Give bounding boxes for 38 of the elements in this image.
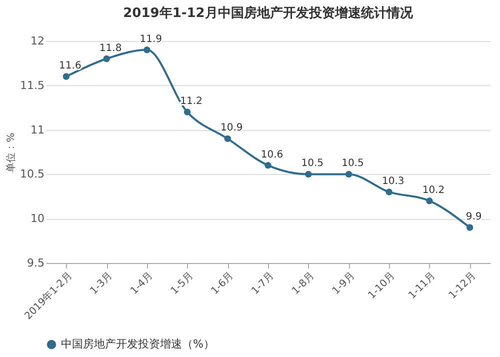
x-tick-label: 1-4月 [128,270,156,297]
point [184,108,191,116]
data-label: 11.8 [99,42,122,54]
point [386,188,392,196]
data-label: 10.5 [301,158,324,170]
x-tick-label: 1-3月 [88,270,115,297]
point [305,170,312,178]
data-label: 9.9 [466,211,482,222]
y-tick-label: 9.5 [27,256,44,270]
x-tick-label: 1-8月 [290,270,317,297]
point [264,162,272,169]
y-tick-label: 10 [30,212,44,226]
point [103,55,110,62]
chart-title: 2019年1-12月中国房地产开发投资增速统计情况 [123,4,414,21]
point [345,170,352,178]
data-label: 11.9 [140,34,162,45]
x-tick-label: 1-9月 [330,270,358,297]
point [144,46,150,54]
data-label: 11.6 [59,60,82,72]
data-label: 10.6 [260,149,284,160]
y-tick-label: 12 [30,34,44,48]
point [426,197,433,204]
data-label: 10.2 [422,184,445,196]
data-label: 11.2 [180,96,202,108]
data-label: 10.3 [382,176,404,187]
y-tick-label: 11.5 [20,78,44,92]
point [466,224,474,231]
x-tick-label: 1-7月 [250,270,276,297]
data-label: 10.9 [220,122,243,134]
y-tick-label: 11 [30,123,44,136]
point [62,73,70,80]
point [224,135,231,142]
x-tick-label: 1-5月 [169,270,196,297]
data-label: 10.5 [342,158,364,170]
y-tick-label: 10.5 [20,168,44,181]
y-axis-title: 单位：% [5,132,18,172]
x-tick-label: 1-6月 [210,270,236,297]
legend-label: 中国房地产开发投资增速（%） [61,338,214,350]
